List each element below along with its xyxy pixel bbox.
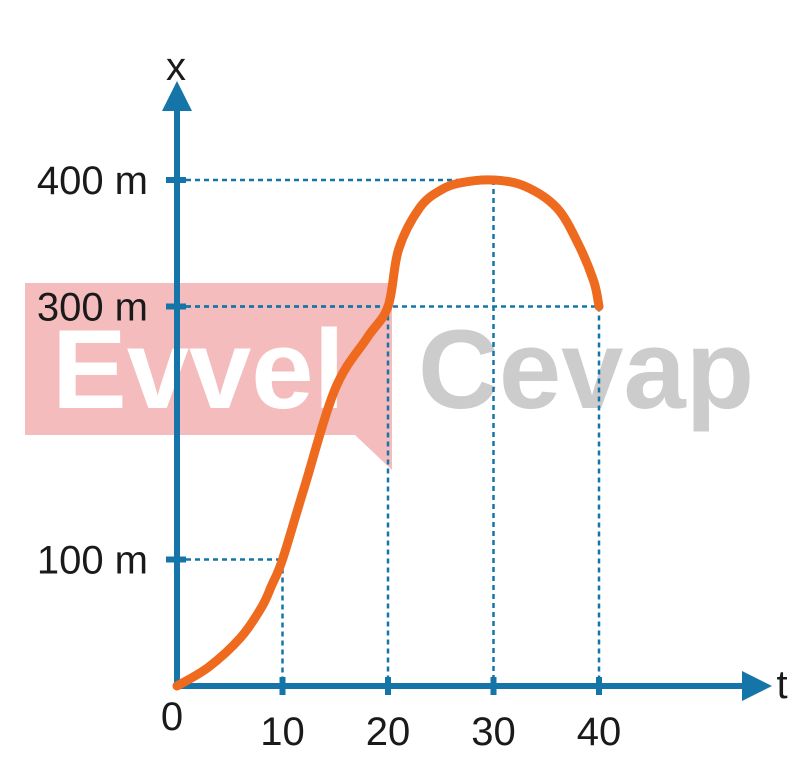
y-tick-label: 100 m [37, 539, 148, 583]
y-tick-label: 400 m [37, 159, 148, 203]
x-tick-label: 20 [366, 710, 411, 754]
watermark-text-evvel: Evvel [52, 307, 345, 432]
origin-label: 0 [161, 695, 183, 739]
watermark: Evvel Cevap [25, 283, 754, 470]
x-tick-label: 40 [577, 710, 622, 754]
x-axis-label: t [776, 663, 787, 707]
tick-marks [166, 177, 602, 695]
position-curve [172, 175, 604, 691]
x-tick-label: 10 [260, 710, 305, 754]
tick-labels: 10 20 30 40 100 m 300 m 400 m [37, 159, 621, 754]
watermark-box [25, 283, 392, 470]
y-axis-label: x [166, 45, 186, 89]
watermark-text-cevap: Cevap [418, 307, 754, 432]
y-tick-label: 300 m [37, 286, 148, 330]
x-tick-label: 30 [471, 710, 516, 754]
